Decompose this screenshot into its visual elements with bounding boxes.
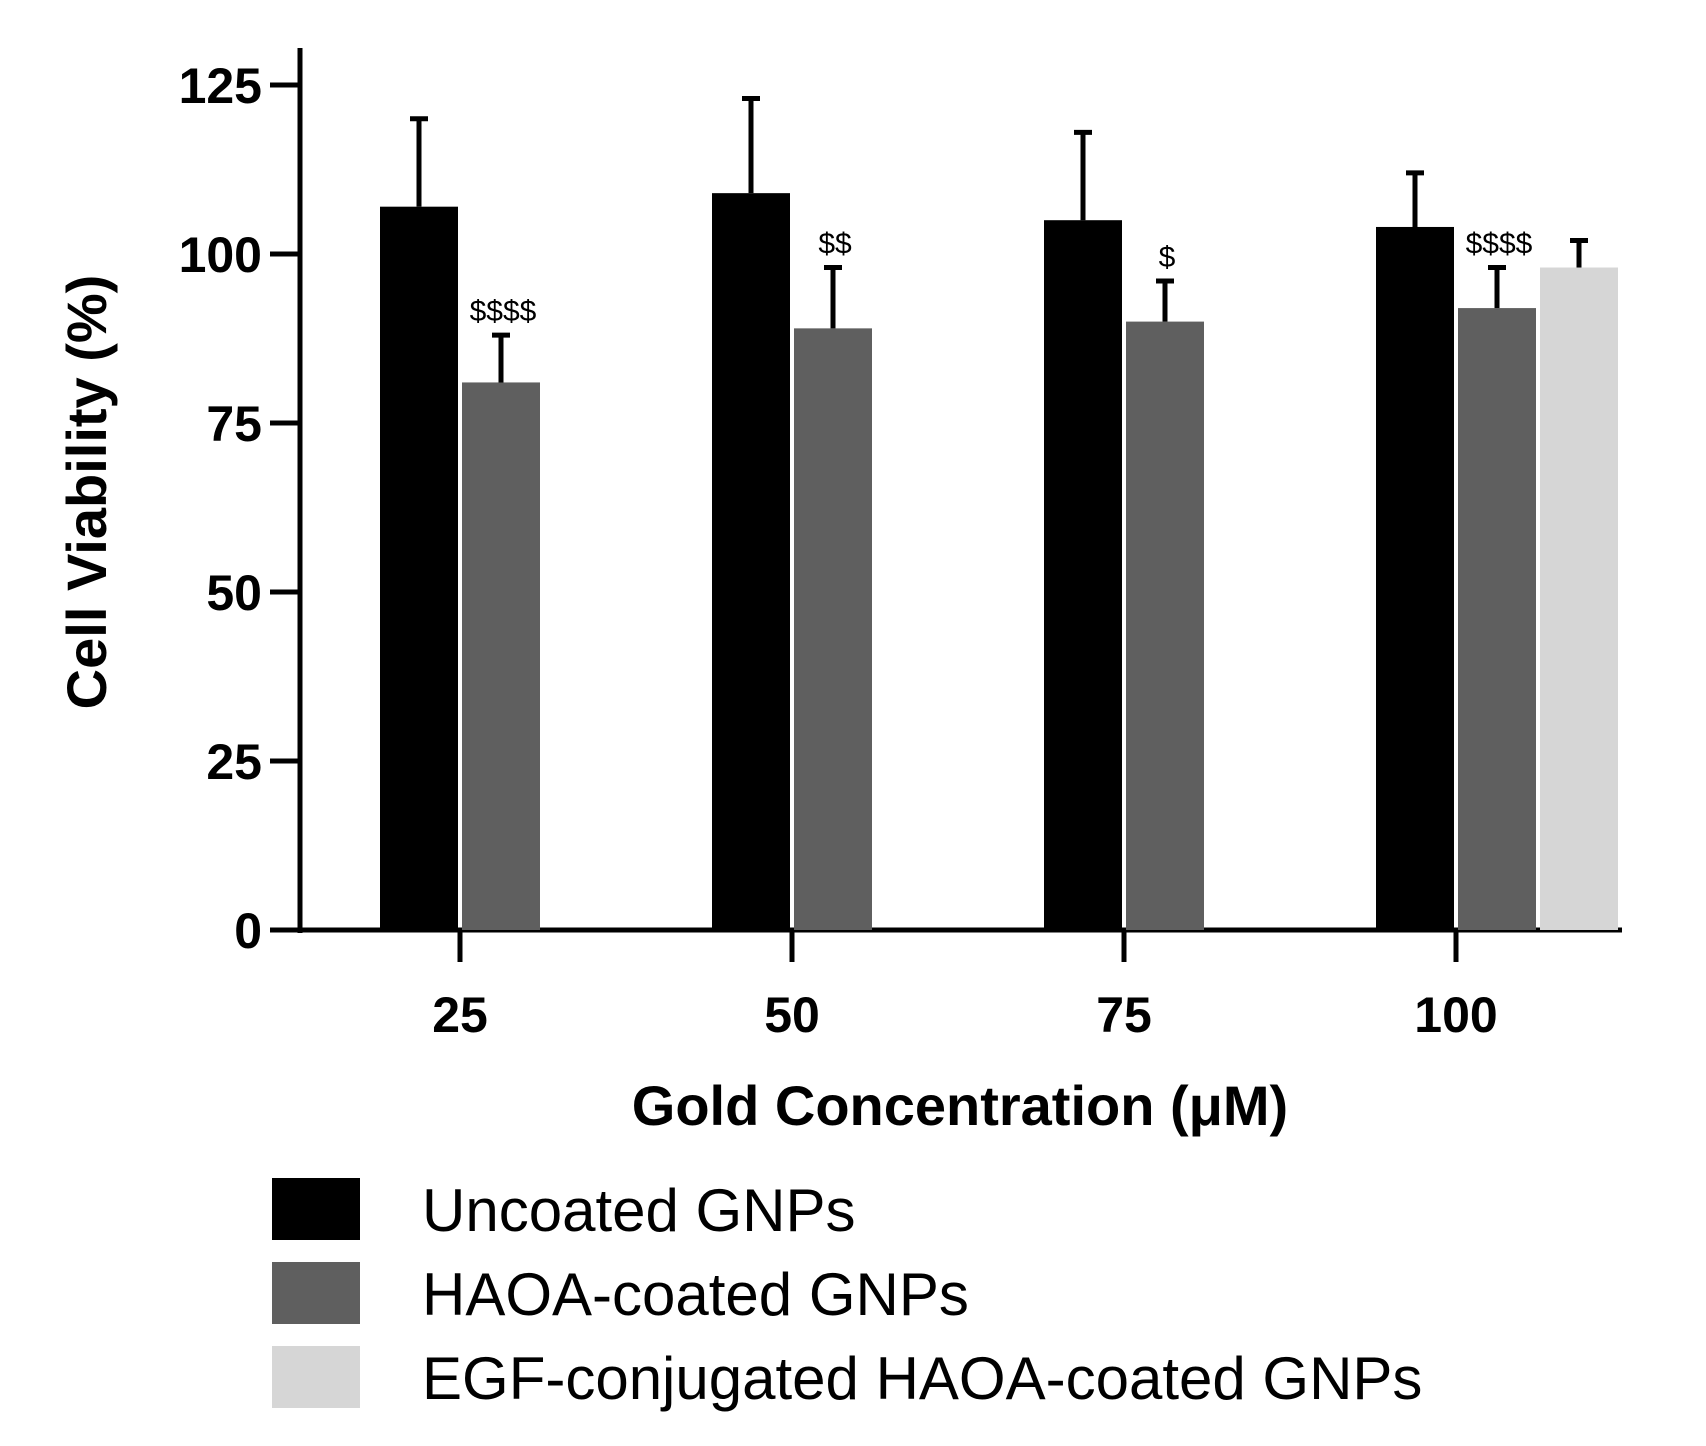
significance-label: $$$$ bbox=[470, 295, 537, 328]
significance-label: $ bbox=[1159, 241, 1176, 274]
x-tick-label: 100 bbox=[1414, 987, 1497, 1043]
y-tick-label: 75 bbox=[206, 396, 262, 452]
y-tick-label: 50 bbox=[206, 565, 262, 621]
bar bbox=[1126, 321, 1204, 931]
bar bbox=[380, 206, 458, 930]
y-tick-label: 25 bbox=[206, 734, 262, 790]
x-axis-title: Gold Concentration (μM) bbox=[632, 1074, 1288, 1137]
bar bbox=[1458, 308, 1536, 931]
bars: $$$$$$ $ $$$$ bbox=[380, 96, 1618, 931]
significance-label: $$$$ bbox=[1466, 228, 1533, 261]
legend: Uncoated GNPs HAOA-coated GNPs EGF-conjuga… bbox=[272, 1177, 1422, 1412]
y-axis-title: Cell Viability (%) bbox=[55, 275, 118, 710]
bar bbox=[712, 193, 790, 930]
y-axis: 0 25 50 75 100 125 bbox=[179, 48, 303, 959]
legend-label: HAOA-coated GNPs bbox=[422, 1261, 969, 1328]
bar bbox=[1376, 226, 1454, 930]
y-tick-label: 125 bbox=[179, 58, 262, 114]
bar bbox=[1540, 267, 1618, 930]
x-tick-label: 75 bbox=[1096, 987, 1152, 1043]
legend-swatch bbox=[272, 1262, 360, 1324]
x-tick-label: 50 bbox=[764, 987, 820, 1043]
legend-label: EGF-conjugated HAOA-coated GNPs bbox=[422, 1345, 1422, 1412]
significance-label: $$ bbox=[818, 228, 852, 261]
legend-swatch bbox=[272, 1178, 360, 1240]
legend-label: Uncoated GNPs bbox=[422, 1177, 856, 1244]
y-tick-label: 0 bbox=[234, 903, 262, 959]
x-tick-label: 25 bbox=[432, 987, 488, 1043]
x-axis: 25 50 75 100 bbox=[297, 927, 1622, 1043]
bar bbox=[1044, 220, 1122, 930]
legend-swatch bbox=[272, 1346, 360, 1408]
bar bbox=[462, 382, 540, 930]
bar bbox=[794, 328, 872, 930]
y-tick-label: 100 bbox=[179, 227, 262, 283]
